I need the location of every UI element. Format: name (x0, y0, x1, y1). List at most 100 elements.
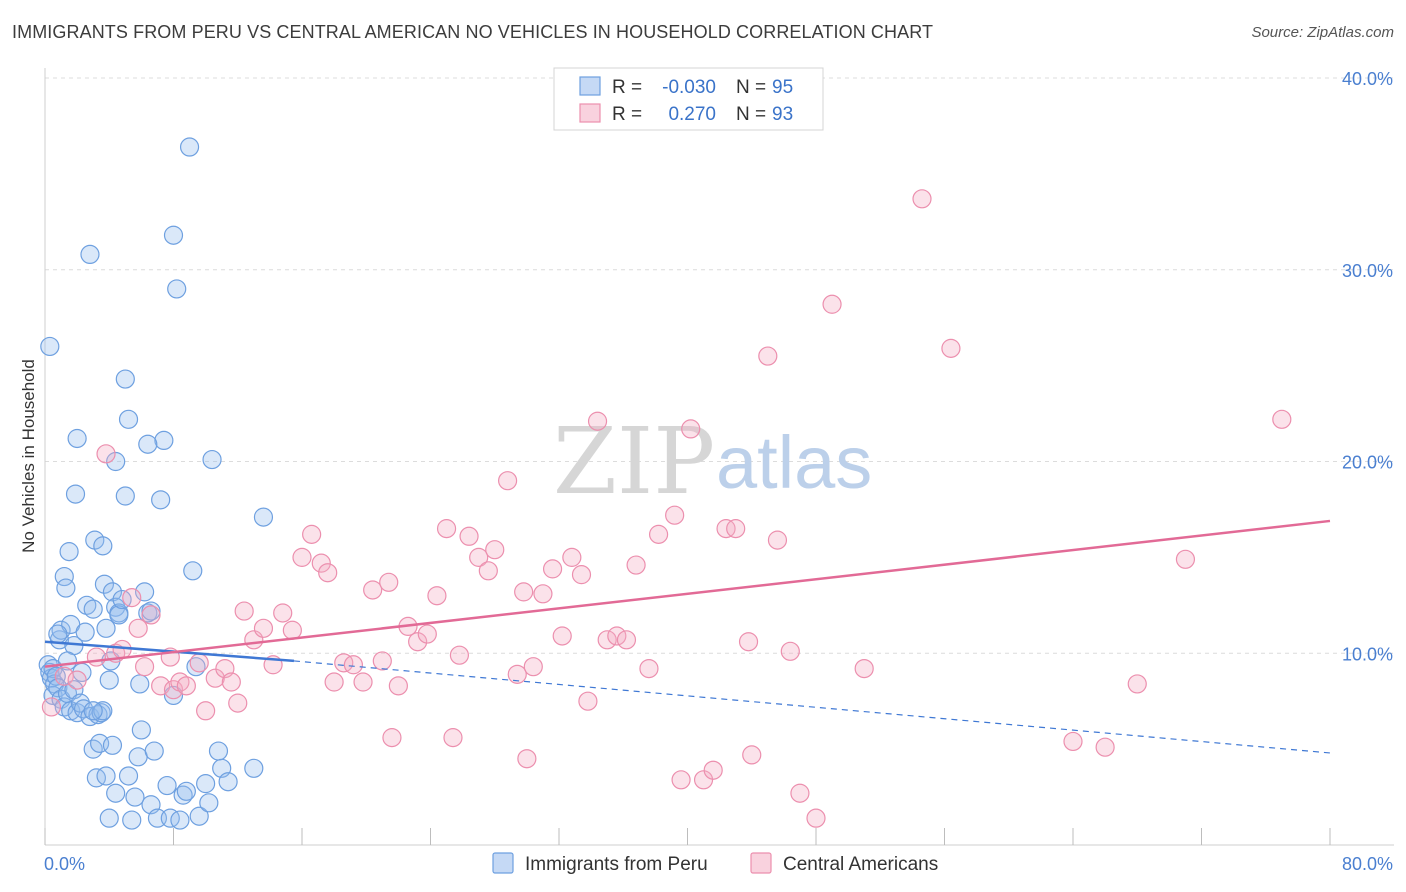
peru-point-35 (99, 670, 119, 690)
central-americans-point-78 (758, 346, 778, 366)
peru-point-84 (244, 758, 264, 778)
central-americans-point-71 (681, 419, 701, 439)
peru-point-40 (80, 244, 100, 265)
central-americans-point-79 (767, 530, 788, 550)
peru-point-24 (65, 484, 86, 504)
legend-swatch-peru (579, 76, 601, 96)
central-americans-point-47 (449, 645, 470, 665)
peru-point-48 (106, 783, 126, 803)
central-americans-point-61 (578, 691, 598, 711)
trend-lines (44, 519, 1331, 754)
trend-line-peru-dashed (293, 660, 1331, 754)
central-americans-point-34 (343, 655, 363, 675)
peru-point-86 (67, 428, 87, 449)
chart-title: IMMIGRANTS FROM PERU VS CENTRAL AMERICAN… (12, 22, 934, 42)
central-americans-point-77 (742, 745, 762, 765)
central-americans-point-32 (324, 672, 344, 692)
central-americans-point-48 (459, 526, 479, 546)
peru-point-71 (170, 810, 190, 830)
peru-point-78 (196, 774, 216, 794)
peru-point-49 (109, 605, 129, 625)
central-americans-point-30 (311, 553, 331, 573)
peru-point-51 (115, 369, 135, 389)
central-americans-point-42 (408, 632, 428, 652)
trend-line-central-americans (44, 519, 1331, 668)
legend-r-label-central: R = (612, 104, 642, 125)
central-americans-point-46 (443, 728, 463, 748)
central-americans-point-35 (353, 672, 373, 692)
watermark: ZIP atlas (553, 408, 872, 515)
central-americans-point-17 (196, 701, 216, 721)
peru-point-47 (102, 735, 123, 755)
peru-point-83 (218, 772, 238, 792)
central-americans-point-60 (571, 565, 592, 585)
central-americans-point-8 (128, 618, 148, 638)
peru-point-60 (138, 603, 158, 623)
peru-point-50 (112, 589, 132, 610)
central-americans-point-28 (292, 547, 312, 567)
central-americans-point-33 (334, 653, 354, 673)
peru-point-75 (183, 561, 203, 581)
central-americans-point-69 (665, 505, 685, 525)
peru-point-81 (208, 741, 229, 761)
central-americans-point-49 (469, 547, 489, 567)
peru-point-44 (93, 701, 113, 721)
peru-point-54 (118, 766, 139, 786)
axes (44, 68, 1394, 846)
x-tick-label-min: 0.0% (44, 854, 85, 874)
peru-point-42 (86, 768, 107, 788)
central-americans-point-3 (86, 647, 107, 667)
watermark-atlas: atlas (716, 421, 872, 504)
central-americans-point-63 (597, 630, 617, 650)
central-americans-point-83 (822, 294, 842, 314)
central-americans-point-86 (941, 338, 961, 358)
peru-point-90 (48, 624, 68, 644)
peru-point-52 (118, 409, 139, 429)
y-tick-label-0: 10.0% (1342, 644, 1393, 664)
central-americans-point-81 (790, 783, 810, 803)
peru-point-53 (115, 486, 135, 506)
central-americans-point-72 (693, 770, 714, 790)
central-americans-point-0 (41, 697, 62, 717)
peru-point-77 (189, 806, 209, 826)
central-americans-point-15 (176, 676, 196, 696)
central-americans-point-87 (1095, 737, 1115, 757)
legend-n-value-central: 93 (772, 104, 793, 125)
peru-point-68 (160, 808, 180, 828)
peru-point-7 (48, 678, 68, 698)
central-americans-point-1 (54, 666, 74, 686)
central-americans-point-80 (780, 641, 800, 661)
peru-point-12 (56, 578, 76, 598)
bottom-legend-swatch-central (750, 852, 772, 874)
central-americans-point-58 (552, 626, 572, 646)
central-americans-point-56 (533, 584, 553, 604)
y-tick-label-2: 30.0% (1342, 261, 1393, 281)
central-americans-point-4 (96, 444, 116, 464)
central-americans-point-22 (234, 601, 254, 621)
peru-point-92 (83, 701, 103, 721)
chart-source: Source: ZipAtlas.com (1251, 24, 1394, 41)
peru-point-38 (106, 597, 126, 617)
central-americans-point-27 (282, 620, 302, 640)
central-americans-point-66 (626, 555, 646, 575)
central-americans-point-21 (228, 693, 248, 713)
x-tick-labels: 0.0% 80.0% (44, 854, 1393, 874)
central-americans-point-65 (616, 630, 637, 650)
central-americans-point-36 (363, 580, 383, 600)
peru-point-73 (176, 781, 196, 801)
legend-r-label-peru: R = (612, 77, 642, 98)
central-americans-point-18 (205, 668, 225, 688)
legend-swatch-central (579, 103, 601, 123)
gridlines (45, 77, 1394, 654)
peru-point-87 (106, 451, 126, 472)
central-americans-point-84 (854, 658, 874, 679)
central-americans-point-7 (122, 588, 142, 608)
peru-point-69 (163, 225, 184, 245)
central-americans-point-16 (189, 653, 209, 673)
central-americans-point-11 (151, 676, 171, 696)
central-americans-point-67 (639, 658, 659, 679)
watermark-zip: ZIP (553, 408, 715, 515)
central-americans-point-44 (427, 586, 447, 606)
legend-n-label-peru: N = (736, 77, 766, 98)
central-americans-point-76 (738, 632, 759, 652)
